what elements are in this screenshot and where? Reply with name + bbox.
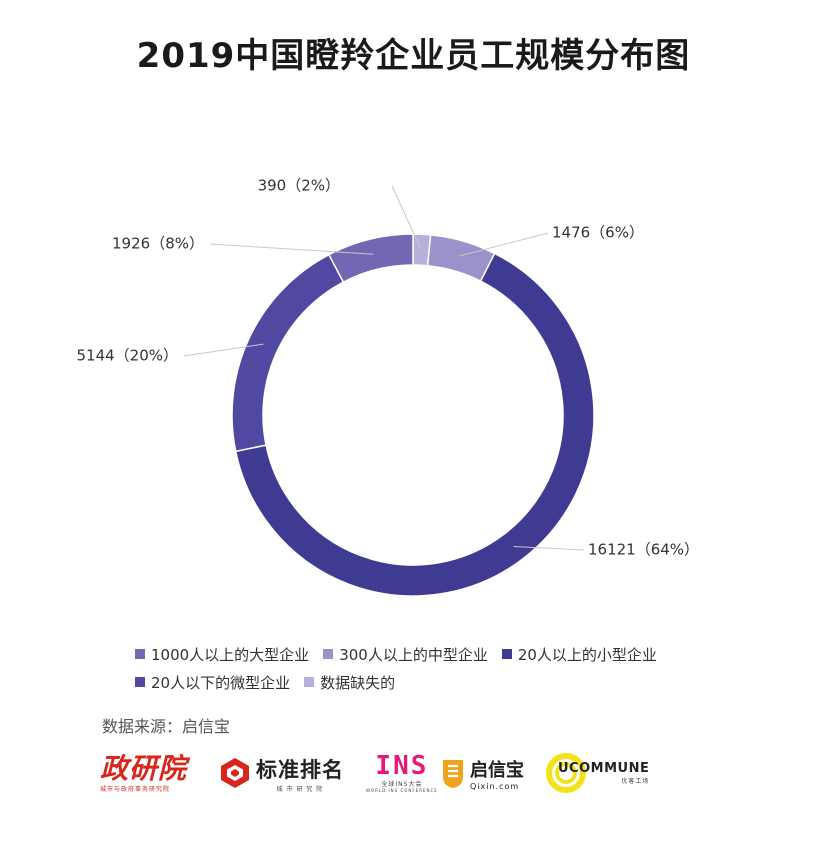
leader-line bbox=[209, 243, 374, 255]
ins-logo-text: INS bbox=[375, 751, 429, 781]
legend-label-micro: 20人以下的微型企业 bbox=[151, 673, 291, 692]
donut-slice bbox=[231, 253, 345, 453]
ins-logo: INS 全球INS大会 WORLD INS CONFERENCE bbox=[366, 748, 438, 798]
legend-swatch-large bbox=[135, 649, 145, 659]
logo-strip: 政研院 城市与政府事务研究院 标准排名 城 市 研 究 院 INS 全球INS大… bbox=[100, 748, 740, 804]
zhengyanyuan-logo-subtext: 城市与政府事务研究院 bbox=[100, 785, 171, 793]
legend-label-missing: 数据缺失的 bbox=[320, 673, 396, 692]
ucommune-logo-subtext: 优客工场 bbox=[621, 778, 650, 785]
legend-item-medium: 300人以上的中型企业 bbox=[323, 644, 488, 665]
leader-line bbox=[183, 343, 264, 357]
legend-item-large: 1000人以上的大型企业 bbox=[135, 644, 309, 665]
ins-logo-subtext-en: WORLD INS CONFERENCE bbox=[366, 788, 438, 793]
data-labels: 390（2%） 1476（6%） 16121（64%） 5144（20%） 1926（8… bbox=[76, 177, 699, 559]
data-label: 5144（20%） bbox=[76, 347, 178, 365]
donut-slice bbox=[234, 252, 595, 597]
legend-label-small: 20人以上的小型企业 bbox=[517, 645, 657, 664]
ucommune-logo-mark bbox=[546, 753, 586, 793]
legend-swatch-small bbox=[501, 649, 512, 659]
leader-line bbox=[459, 232, 549, 257]
legend-swatch-missing bbox=[304, 677, 315, 687]
zhengyanyuan-logo: 政研院 城市与政府事务研究院 bbox=[100, 748, 187, 798]
legend-label-large: 1000人以上的大型企业 bbox=[151, 645, 310, 664]
legend-row-1: 1000人以上的大型企业 300人以上的中型企业 20人以上的小型企业 bbox=[135, 640, 735, 668]
legend-label-medium: 300人以上的中型企业 bbox=[339, 645, 488, 664]
ucommune-logo-text: UCOMMUNE bbox=[558, 761, 650, 776]
donut-slices bbox=[231, 233, 595, 597]
ins-logo-subtext: 全球INS大会 bbox=[381, 781, 423, 788]
qixin-logo-mark bbox=[443, 760, 463, 788]
legend-item-micro: 20人以下的微型企业 bbox=[135, 672, 290, 693]
data-source: 数据来源：启信宝 bbox=[102, 717, 231, 736]
qixin-logo-subtext: Qixin.com bbox=[470, 781, 520, 791]
data-label: 1926（8%） bbox=[112, 235, 204, 253]
ucommune-logo: UCOMMUNE 优客工场 bbox=[546, 748, 649, 798]
data-label: 390（2%） bbox=[258, 177, 340, 195]
leader-line bbox=[391, 185, 422, 250]
zhengyanyuan-logo-text: 政研院 bbox=[100, 751, 188, 785]
chart-title: 2019中国瞪羚企业员工规模分布图 bbox=[136, 36, 691, 76]
data-label: 1476（6%） bbox=[552, 224, 644, 242]
legend-item-small: 20人以上的小型企业 bbox=[501, 644, 657, 665]
qixin-logo-text: 启信宝 bbox=[470, 759, 524, 781]
legend-swatch-micro bbox=[135, 677, 145, 687]
legend-row-2: 20人以下的微型企业 数据缺失的 bbox=[135, 668, 735, 696]
data-label: 16121（64%） bbox=[588, 541, 699, 559]
chart-legend: 1000人以上的大型企业 300人以上的中型企业 20人以上的小型企业 20人以… bbox=[135, 640, 735, 696]
biaozhun-logo-subtext: 城 市 研 究 院 bbox=[276, 785, 324, 793]
qixin-logo: 启信宝 Qixin.com bbox=[440, 748, 524, 798]
donut-slice bbox=[327, 233, 414, 284]
biaozhun-logo-mark bbox=[221, 758, 249, 788]
leader-line bbox=[513, 546, 585, 551]
legend-swatch-medium bbox=[323, 649, 334, 659]
legend-item-missing: 数据缺失的 bbox=[304, 672, 395, 693]
biaozhun-logo-text: 标准排名 bbox=[256, 757, 344, 782]
biaozhun-logo: 标准排名 城 市 研 究 院 bbox=[218, 748, 344, 798]
label-leader-lines bbox=[183, 185, 585, 551]
